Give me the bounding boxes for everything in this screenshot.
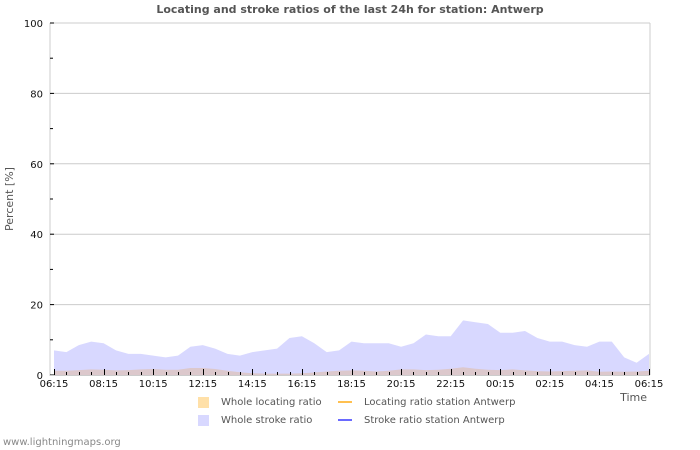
x-tick-label: 00:15 bbox=[486, 379, 515, 390]
y-tick-label: 20 bbox=[30, 301, 43, 312]
whole-locating-swatch-icon bbox=[198, 396, 209, 408]
chart-title: Locating and stroke ratios of the last 2… bbox=[156, 3, 544, 16]
x-tick-label: 20:15 bbox=[387, 379, 416, 390]
x-tick-label: 06:15 bbox=[635, 379, 664, 390]
whole-stroke-area bbox=[54, 320, 649, 375]
y-tick-label: 80 bbox=[30, 89, 43, 100]
y-tick-label: 60 bbox=[30, 160, 43, 171]
y-tick-label: 40 bbox=[30, 230, 43, 241]
y-tick-label: 0 bbox=[37, 371, 43, 382]
chart-plot: 0 20 40 60 80 100 06:15 08:15 10:15 12:15 14:15 16:… bbox=[3, 19, 664, 404]
whole-stroke-swatch-icon bbox=[198, 414, 209, 426]
legend: Whole locating ratio Locating ratio stat… bbox=[198, 393, 538, 429]
x-tick-label: 12:15 bbox=[188, 379, 217, 390]
x-tick-label: 06:15 bbox=[40, 379, 69, 390]
locating-station-line-icon bbox=[338, 401, 352, 403]
x-tick-label: 14:15 bbox=[238, 379, 267, 390]
x-axis-title: Time bbox=[619, 391, 647, 404]
x-tick-label: 10:15 bbox=[139, 379, 168, 390]
legend-label: Locating ratio station Antwerp bbox=[364, 396, 516, 408]
legend-item-stroke-station: Stroke ratio station Antwerp bbox=[338, 415, 538, 426]
legend-item-whole-stroke: Whole stroke ratio bbox=[198, 414, 338, 426]
legend-item-locating-station: Locating ratio station Antwerp bbox=[338, 397, 538, 408]
legend-label: Whole stroke ratio bbox=[221, 414, 313, 426]
legend-label: Stroke ratio station Antwerp bbox=[364, 414, 505, 426]
x-tick-label: 16:15 bbox=[288, 379, 317, 390]
y-tick-label: 100 bbox=[24, 19, 43, 30]
y-axis-title: Percent [%] bbox=[3, 167, 16, 231]
legend-label: Whole locating ratio bbox=[221, 396, 322, 408]
stroke-station-line-icon bbox=[338, 419, 352, 421]
legend-item-whole-locating: Whole locating ratio bbox=[198, 396, 338, 408]
x-tick-label: 02:15 bbox=[535, 379, 564, 390]
x-tick-label: 04:15 bbox=[585, 379, 614, 390]
footer-link[interactable]: www.lightningmaps.org bbox=[3, 437, 121, 448]
x-tick-label: 08:15 bbox=[89, 379, 118, 390]
x-tick-label: 22:15 bbox=[436, 379, 465, 390]
x-tick-label: 18:15 bbox=[337, 379, 366, 390]
